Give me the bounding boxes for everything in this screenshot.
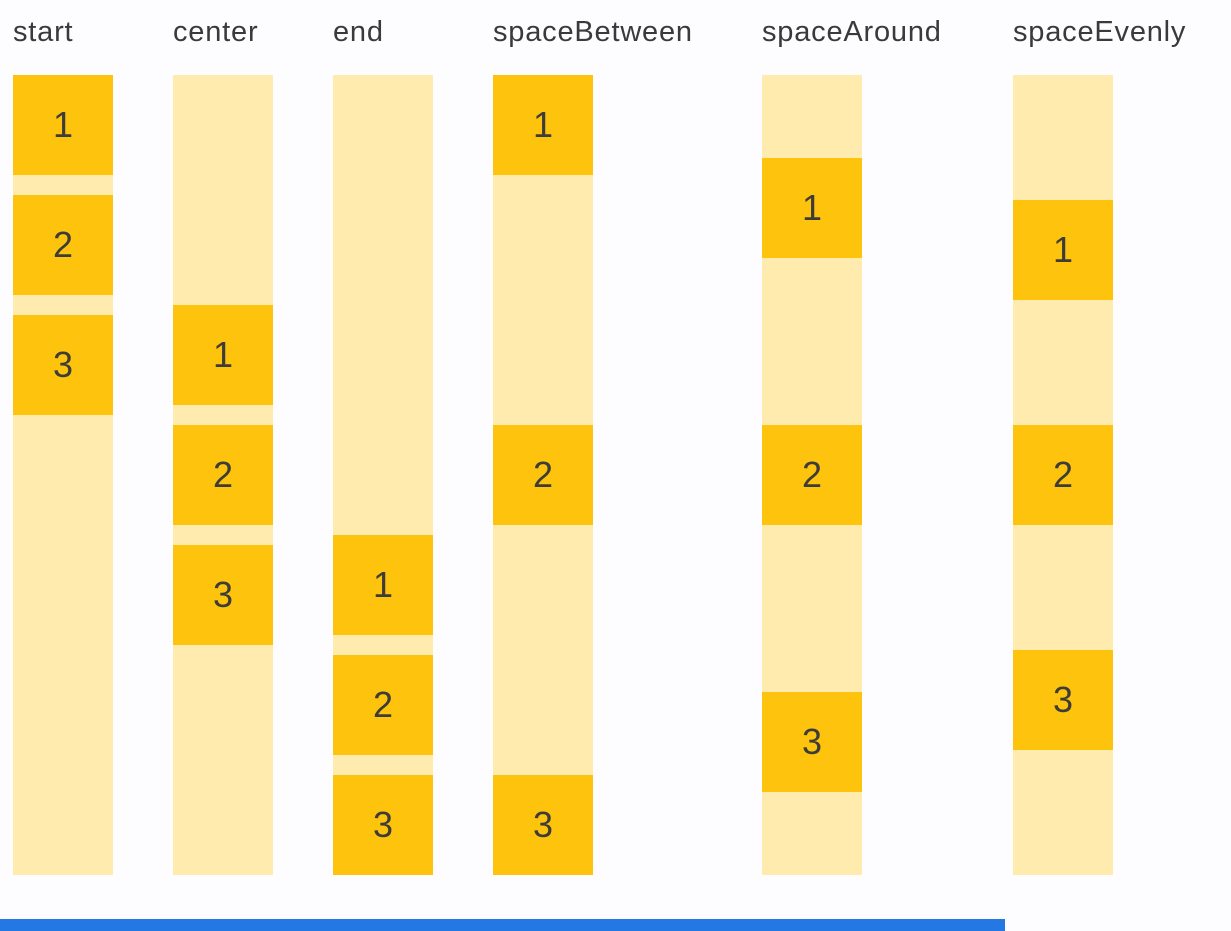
demo-cell-center: center 1 2 3 — [173, 14, 273, 875]
flex-track-center: 1 2 3 — [173, 75, 273, 875]
demo-cell-space-around: spaceAround 1 2 3 — [762, 14, 953, 875]
flex-item: 1 — [173, 305, 273, 405]
flex-track-end: 1 2 3 — [333, 75, 433, 875]
flex-item: 2 — [333, 655, 433, 755]
flex-item: 1 — [762, 158, 862, 259]
flex-item: 1 — [333, 535, 433, 635]
horizontal-scrollbar-thumb[interactable] — [0, 919, 1005, 931]
flex-item: 3 — [333, 775, 433, 875]
flex-item: 2 — [1013, 425, 1113, 525]
demo-cell-space-between: spaceBetween 1 2 3 — [493, 14, 702, 875]
justify-label-space-around: spaceAround — [762, 16, 942, 48]
flex-item: 3 — [493, 775, 593, 875]
flex-track-start: 1 2 3 — [13, 75, 113, 875]
flex-item: 2 — [493, 425, 593, 525]
demo-cell-end: end 1 2 3 — [333, 14, 433, 875]
flex-item: 3 — [13, 315, 113, 415]
flex-track-space-between: 1 2 3 — [493, 75, 593, 875]
justify-content-demo: start 1 2 3 center 1 2 3 end 1 2 3 space… — [13, 14, 1185, 875]
flex-item: 3 — [762, 691, 862, 792]
flex-track-space-evenly: 1 2 3 — [1013, 75, 1113, 875]
justify-label-center: center — [173, 16, 259, 48]
demo-cell-start: start 1 2 3 — [13, 14, 113, 875]
justify-label-start: start — [13, 16, 74, 48]
flex-item: 3 — [173, 545, 273, 645]
flex-item: 2 — [762, 424, 862, 525]
flex-item: 1 — [13, 75, 113, 175]
demo-cell-space-evenly: spaceEvenly 1 2 3 — [1013, 14, 1185, 875]
justify-label-space-between: spaceBetween — [493, 16, 693, 48]
flex-item: 2 — [13, 195, 113, 295]
flex-item: 1 — [493, 75, 593, 175]
flex-item: 3 — [1013, 650, 1113, 750]
flex-item: 2 — [173, 425, 273, 525]
flex-item: 1 — [1013, 200, 1113, 300]
flex-track-space-around: 1 2 3 — [762, 75, 862, 875]
justify-label-space-evenly: spaceEvenly — [1013, 16, 1187, 48]
justify-label-end: end — [333, 16, 384, 48]
